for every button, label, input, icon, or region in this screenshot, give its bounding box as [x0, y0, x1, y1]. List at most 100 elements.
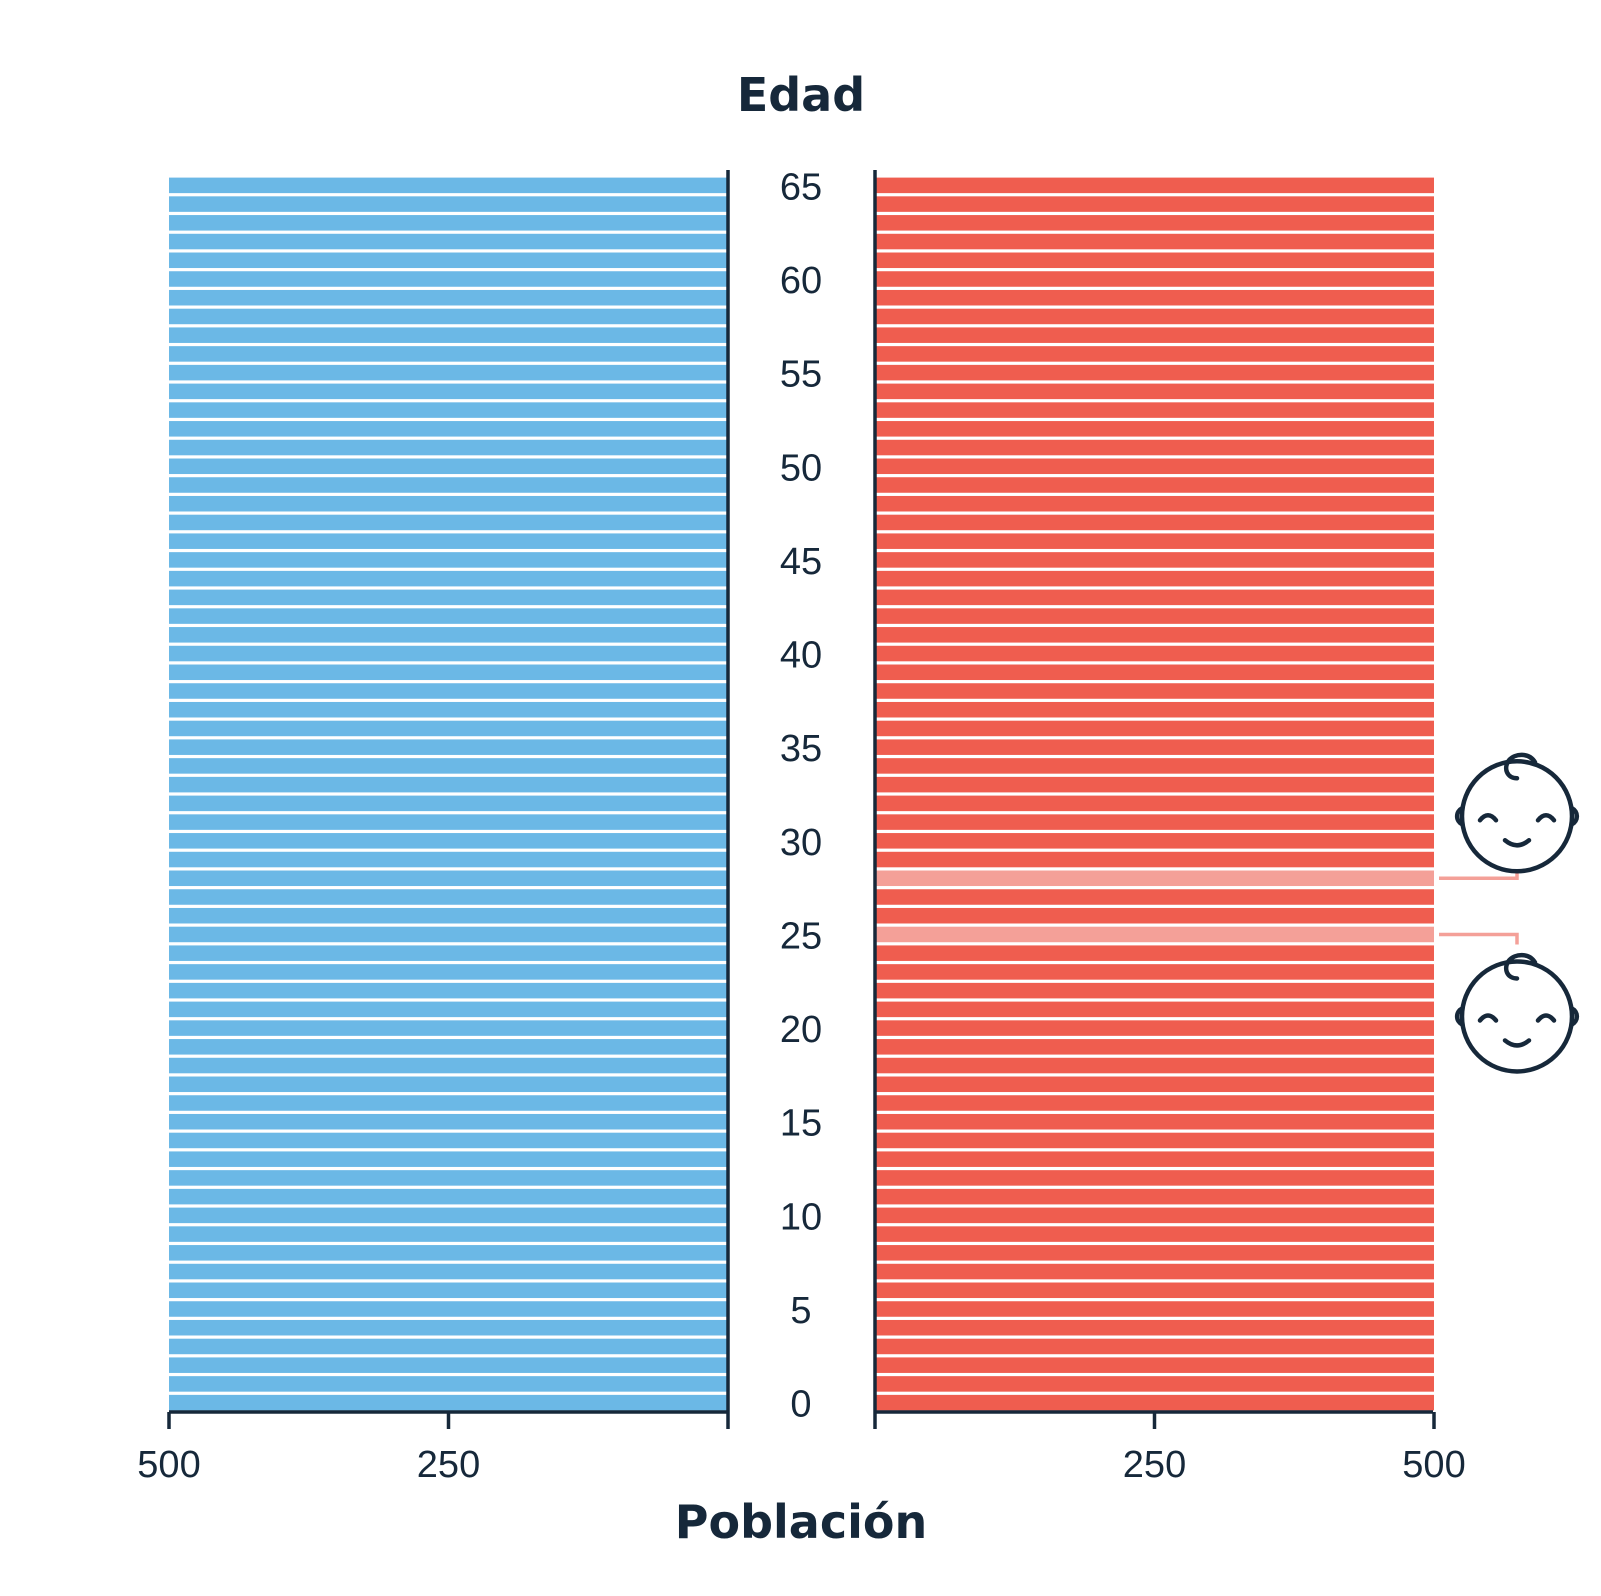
bar-right-age-11: [875, 1188, 1434, 1205]
age-tick-label: 60: [780, 260, 822, 302]
bar-left-age-49: [169, 477, 728, 493]
bar-left-age-47: [169, 514, 728, 531]
bar-right-age-35: [875, 739, 1434, 755]
x-tick-label: 250: [1123, 1444, 1186, 1486]
bar-right-age-61: [875, 252, 1434, 269]
bar-left-age-51: [169, 439, 728, 456]
bar-right-age-16: [875, 1095, 1434, 1111]
bar-left-age-48: [169, 495, 728, 512]
bar-left-age-9: [169, 1226, 728, 1242]
right-bars: [875, 177, 1434, 1411]
x-tick-label: 500: [1402, 1444, 1465, 1486]
bar-right-age-13: [875, 1151, 1434, 1167]
bar-right-age-24: [875, 945, 1434, 961]
bar-right-age-27: [875, 889, 1434, 905]
bar-left-age-11: [169, 1188, 728, 1205]
bar-left-age-65: [169, 177, 728, 194]
bar-right-age-47: [875, 514, 1434, 531]
bar-left-age-2: [169, 1357, 728, 1373]
bar-left-age-59: [169, 289, 728, 306]
age-tick-label: 40: [780, 635, 822, 677]
bar-left-age-50: [169, 458, 728, 475]
bar-right-age-10: [875, 1207, 1434, 1224]
annotation-connector: [1439, 932, 1519, 945]
bar-left-age-14: [169, 1132, 728, 1149]
bar-left-age-10: [169, 1207, 728, 1224]
bar-right-age-31: [875, 814, 1434, 830]
bar-right-age-7: [875, 1263, 1434, 1280]
bar-left-age-17: [169, 1076, 728, 1093]
bar-left-age-35: [169, 739, 728, 755]
bar-right-age-57: [875, 327, 1434, 343]
bar-right-age-6: [875, 1282, 1434, 1299]
bar-left-age-61: [169, 252, 728, 269]
age-tick-label: 45: [780, 541, 822, 583]
bar-right-age-30: [875, 833, 1434, 849]
bar-right-age-50: [875, 458, 1434, 475]
bar-left-age-36: [169, 720, 728, 737]
age-tick-label: 30: [780, 822, 822, 864]
bar-left-age-23: [169, 964, 728, 980]
x-tick-label: 500: [137, 1444, 200, 1486]
bar-right-age-51: [875, 439, 1434, 456]
bar-right-age-17: [875, 1076, 1434, 1093]
age-tick-label: 35: [780, 728, 822, 770]
bar-right-age-54: [875, 383, 1434, 400]
age-tick-labels: 0 5 10 15 20 25 30 35 40 45 50 55 60 65: [780, 166, 822, 1425]
bar-right-age-42: [875, 608, 1434, 624]
bar-right-age-15: [875, 1113, 1434, 1130]
bar-right-age-65: [875, 177, 1434, 194]
bar-right-age-22: [875, 982, 1434, 999]
bar-left-age-37: [169, 701, 728, 718]
bar-left-age-5: [169, 1301, 728, 1317]
bar-right-age-58: [875, 308, 1434, 325]
bar-left-age-41: [169, 627, 728, 643]
bar-left-age-18: [169, 1057, 728, 1074]
bar-left-age-34: [169, 758, 728, 774]
x-axis-title: Población: [675, 1495, 927, 1549]
bar-left-age-15: [169, 1113, 728, 1130]
bar-right-age-3: [875, 1338, 1434, 1355]
bar-left-age-3: [169, 1338, 728, 1355]
bar-right-age-63: [875, 215, 1434, 231]
bar-right-age-26: [875, 907, 1434, 924]
age-tick-label: 0: [790, 1384, 811, 1426]
bar-right-age-34: [875, 758, 1434, 774]
bar-left-age-29: [169, 851, 728, 868]
bar-left-age-24: [169, 945, 728, 961]
bar-right-age-53: [875, 402, 1434, 418]
bar-right-age-32: [875, 795, 1434, 812]
bar-left-age-26: [169, 907, 728, 924]
bar-right-age-2: [875, 1357, 1434, 1373]
bar-right-highlight-age-28: [875, 870, 1434, 887]
bar-right-age-1: [875, 1376, 1434, 1392]
bar-left-age-8: [169, 1245, 728, 1261]
bar-right-age-45: [875, 552, 1434, 568]
bar-right-age-60: [875, 271, 1434, 287]
bar-right-age-36: [875, 720, 1434, 737]
bar-right-age-37: [875, 701, 1434, 718]
bar-right-age-19: [875, 1039, 1434, 1055]
bar-right-age-43: [875, 589, 1434, 606]
bar-right-age-18: [875, 1057, 1434, 1074]
bar-left-age-32: [169, 795, 728, 812]
bar-left-age-13: [169, 1151, 728, 1167]
baby-icon: [1454, 952, 1580, 1074]
bar-left-age-62: [169, 233, 728, 250]
annotations: [1439, 752, 1580, 1074]
age-tick-label: 65: [780, 166, 822, 208]
bar-left-age-46: [169, 533, 728, 549]
bar-left-age-60: [169, 271, 728, 287]
bar-right-age-20: [875, 1020, 1434, 1036]
bar-right-age-62: [875, 233, 1434, 250]
bar-right-age-33: [875, 776, 1434, 793]
bar-right-age-21: [875, 1001, 1434, 1018]
bar-left-age-27: [169, 889, 728, 905]
bar-left-age-53: [169, 402, 728, 418]
bar-left-age-7: [169, 1263, 728, 1280]
bar-right-age-55: [875, 364, 1434, 381]
bar-left-age-42: [169, 608, 728, 624]
age-tick-label: 55: [780, 354, 822, 396]
bar-right-age-52: [875, 421, 1434, 437]
